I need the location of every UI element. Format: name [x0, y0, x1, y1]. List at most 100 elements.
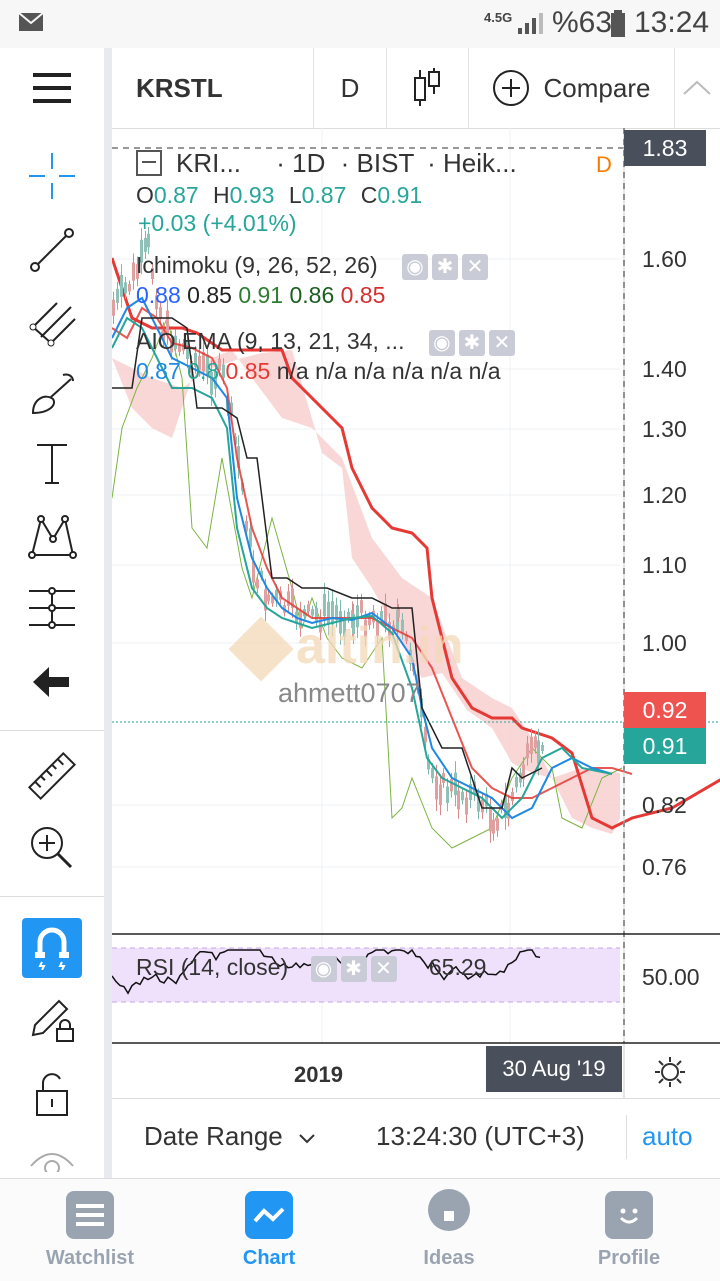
- candle-body: [230, 402, 233, 416]
- candle-body: [380, 610, 383, 621]
- smiley-icon: [605, 1191, 653, 1239]
- candle-body: [159, 307, 162, 320]
- compare-button[interactable]: Compare: [468, 48, 675, 128]
- menu-button[interactable]: [0, 48, 105, 128]
- date-range-button[interactable]: Date Range: [144, 1121, 316, 1152]
- watermark-user: ahmett0707: [278, 678, 421, 708]
- candle-body: [214, 371, 217, 389]
- candle-body: [210, 371, 213, 395]
- crosshair-tool[interactable]: [22, 146, 82, 206]
- crosshair-price-tag: 1.83: [624, 130, 706, 166]
- candle-body: [530, 736, 533, 754]
- candle-body: [178, 343, 181, 352]
- date-range-label: Date Range: [144, 1121, 283, 1151]
- open-value: 0.87: [153, 182, 199, 208]
- candle-body: [457, 790, 460, 810]
- candle-body: [128, 284, 131, 292]
- clock: 13:24: [634, 6, 710, 39]
- price-label: 0.82: [642, 792, 687, 818]
- nav-watchlist[interactable]: Watchlist: [15, 1179, 165, 1281]
- candle-body: [331, 601, 334, 625]
- collapse-button[interactable]: [674, 48, 720, 128]
- interval-button[interactable]: D: [314, 48, 387, 128]
- nav-profile[interactable]: Profile: [554, 1179, 704, 1281]
- candle-body: [435, 776, 438, 800]
- candle-body: [136, 264, 139, 279]
- candle-body: [450, 779, 453, 792]
- ema-legend[interactable]: AIO EMA (9, 13, 21, 34, ... ◉ ✱ ✕: [136, 328, 515, 356]
- nav-chart[interactable]: Chart: [194, 1179, 344, 1281]
- candle-body: [515, 776, 518, 788]
- pitchfork-tool[interactable]: [22, 292, 82, 352]
- candlestick-icon: [414, 68, 440, 106]
- magnet-toggle[interactable]: [22, 918, 82, 978]
- measure-tool[interactable]: [22, 746, 82, 806]
- chart-pane[interactable]: altin.in ahmett0707 KRI... · 1D · BIST ·…: [112, 128, 720, 1098]
- gear-icon[interactable]: ✱: [432, 253, 459, 280]
- candle-body: [252, 561, 255, 583]
- legend-interval: 1D: [292, 148, 326, 178]
- visibility-tool[interactable]: [22, 1132, 82, 1172]
- pattern-tool[interactable]: [22, 506, 82, 566]
- gear-icon[interactable]: ✱: [458, 329, 485, 356]
- text-tool[interactable]: [22, 434, 82, 494]
- gear-icon[interactable]: ✱: [340, 955, 367, 982]
- back-tool[interactable]: [22, 652, 82, 712]
- brush-icon: [31, 373, 74, 415]
- eye-icon[interactable]: ◉: [402, 253, 429, 280]
- candle-body: [347, 611, 350, 620]
- candle-body: [264, 589, 267, 611]
- lock-drawings-tool[interactable]: [22, 990, 82, 1050]
- brush-tool[interactable]: [22, 364, 82, 424]
- tool-separator: [0, 730, 104, 731]
- candle-body: [534, 736, 537, 748]
- nav-label: Chart: [242, 1247, 296, 1269]
- auto-scale-button[interactable]: auto: [642, 1121, 693, 1151]
- candle-body: [473, 781, 476, 795]
- text-icon: [37, 444, 67, 484]
- candle-body: [319, 616, 322, 633]
- symbol-button[interactable]: KRSTL: [112, 48, 314, 128]
- price-label: 1.20: [642, 482, 687, 508]
- nav-ideas[interactable]: Ideas: [374, 1179, 524, 1281]
- chart-type-button[interactable]: [386, 48, 469, 128]
- drawing-toolbar: [0, 128, 104, 1178]
- zoom-in-icon: [31, 827, 73, 869]
- symbol-legend[interactable]: KRI... · 1D · BIST · Heik...: [136, 148, 517, 179]
- candle-body: [218, 358, 221, 371]
- price-label: 1.30: [642, 416, 687, 442]
- rsi-legend[interactable]: RSI (14, close) ◉ ✱ ✕ 65.29: [136, 954, 486, 982]
- prediction-tool[interactable]: [22, 578, 82, 638]
- pitchfork-icon: [29, 302, 76, 347]
- candle-body: [162, 328, 165, 341]
- candle-body: [186, 340, 189, 360]
- ichimoku-legend[interactable]: Ichimoku (9, 26, 52, 26) ◉ ✱ ✕: [136, 252, 489, 280]
- nav-label: Profile: [597, 1247, 661, 1269]
- price-label: 1.10: [642, 552, 687, 578]
- ema-cyan-line: [112, 316, 613, 820]
- unlock-tool[interactable]: [22, 1064, 82, 1124]
- mail-icon: [18, 12, 44, 31]
- candle-body: [271, 596, 274, 604]
- candle-body: [492, 819, 495, 834]
- close-icon[interactable]: ✕: [370, 955, 397, 982]
- candle-body: [194, 352, 197, 367]
- eye-icon[interactable]: ◉: [428, 329, 455, 356]
- trend-line-tool[interactable]: [22, 220, 82, 280]
- network-type: 4.5G: [484, 10, 513, 25]
- close-icon[interactable]: ✕: [488, 329, 515, 356]
- candlestick-series: [112, 226, 544, 843]
- zoom-tool[interactable]: [22, 818, 82, 878]
- eye-icon[interactable]: ◉: [310, 955, 337, 982]
- clock-display[interactable]: 13:24:30 (UTC+3): [376, 1121, 585, 1151]
- close-icon[interactable]: ✕: [462, 253, 489, 280]
- legend-exchange: BIST: [356, 148, 414, 178]
- price-label: 1.60: [642, 246, 687, 272]
- candle-body: [116, 288, 119, 303]
- trend-line-icon: [30, 228, 74, 272]
- price-label: 0.76: [642, 854, 687, 880]
- settings-sun-icon[interactable]: [654, 1056, 686, 1088]
- candle-body: [335, 605, 338, 621]
- ema-blue-line: [112, 296, 613, 820]
- ruler-icon: [27, 751, 77, 801]
